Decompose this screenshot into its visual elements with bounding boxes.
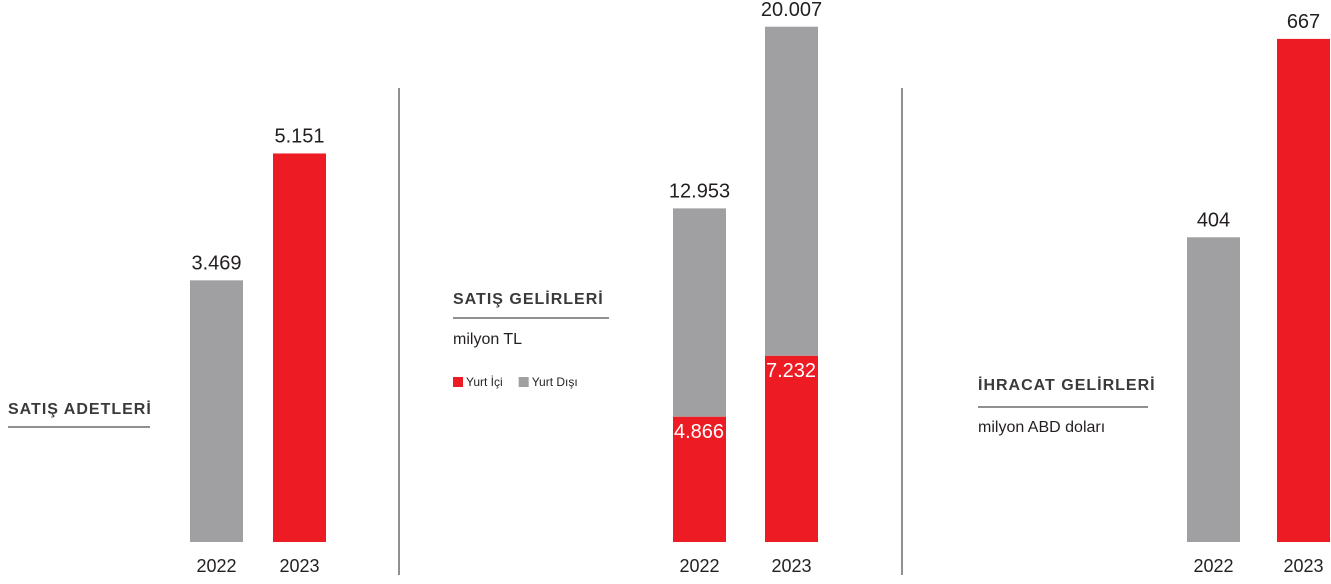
x-tick-label: 2023 — [279, 556, 319, 576]
chart-title: SATIŞ ADETLERİ — [8, 400, 152, 418]
bar — [190, 280, 243, 542]
x-tick-label: 2023 — [771, 556, 811, 576]
x-tick-label: 2022 — [196, 556, 236, 576]
segment-label: 7.232 — [766, 360, 816, 382]
x-tick-label: 2023 — [1283, 556, 1323, 576]
chart-title: İHRACAT GELİRLERİ — [978, 376, 1156, 394]
subtitle: milyon ABD doları — [978, 419, 1105, 436]
bar — [273, 153, 326, 543]
x-tick-label: 2022 — [679, 556, 719, 576]
segment-label: 4.866 — [674, 421, 724, 443]
bar-segment — [765, 26, 818, 356]
value-label: 5.151 — [274, 126, 324, 148]
total-label: 20.007 — [761, 0, 822, 21]
value-label: 667 — [1287, 11, 1320, 33]
legend-swatch — [518, 377, 529, 387]
x-tick-label: 2022 — [1193, 556, 1233, 576]
bar — [1187, 237, 1240, 543]
value-label: 404 — [1197, 210, 1230, 232]
value-label: 3.469 — [191, 253, 241, 275]
bar-segment — [673, 416, 726, 542]
legend-label: Yurt İçi — [466, 375, 503, 389]
legend-swatch — [453, 377, 463, 387]
subtitle: milyon TL — [453, 331, 522, 348]
total-label: 12.953 — [669, 181, 730, 203]
bar — [1277, 38, 1330, 543]
bar-segment — [673, 208, 726, 417]
chart-title: SATIŞ GELİRLERİ — [453, 290, 604, 308]
legend-label: Yurt Dışı — [532, 375, 578, 389]
bar-segment — [765, 355, 818, 542]
